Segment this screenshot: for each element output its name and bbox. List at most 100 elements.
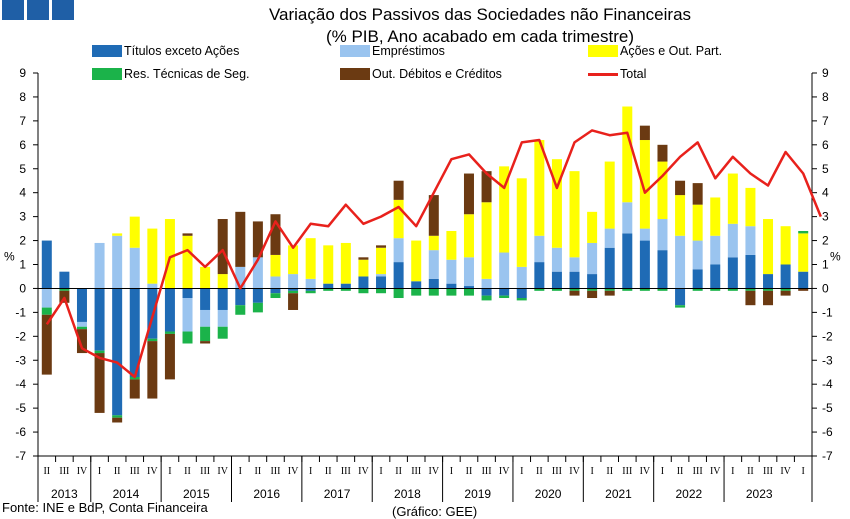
bar-segment-emprestimos (710, 235, 721, 265)
left-tick-label: 4 (19, 186, 26, 200)
legend-label-emprestimos: Empréstimos (372, 44, 445, 58)
total-line (45, 129, 822, 379)
left-tick-label: 0 (19, 281, 26, 295)
bar-segment-acoes (499, 166, 510, 253)
bar-segment-acoes (710, 197, 721, 236)
bar-segment-outros (252, 221, 263, 258)
year-label: 2023 (746, 487, 773, 501)
bar-segment-reservas (798, 230, 809, 234)
bar-segment-reservas (76, 326, 87, 330)
bar-segment-outros (147, 341, 158, 399)
quarter-label: II (325, 466, 332, 477)
bar-segment-titulos (798, 271, 809, 289)
logo-square-3 (52, 0, 74, 20)
bar-segment-titulos (745, 254, 756, 289)
bar-segment-titulos (551, 271, 562, 289)
bar-segment-emprestimos (200, 309, 211, 327)
logo-square-1 (2, 0, 24, 20)
bar-segment-outros (94, 353, 105, 413)
bar-segment-acoes (393, 199, 404, 239)
bar-segment-titulos (164, 288, 175, 332)
left-tick-label: -7 (15, 449, 26, 463)
bar-segment-emprestimos (94, 242, 105, 289)
bar-segment-acoes (657, 161, 668, 220)
bar-segment-emprestimos (639, 228, 650, 241)
bar-segment-acoes (340, 242, 351, 284)
bar-segment-titulos (305, 288, 316, 291)
bar-segment-reservas (376, 288, 387, 294)
bar-segment-emprestimos (270, 276, 281, 289)
quarter-label: III (59, 466, 69, 477)
left-tick-label: -3 (15, 353, 26, 367)
bar-segment-reservas (217, 326, 228, 339)
bar-segment-titulos (252, 288, 263, 303)
bar-segment-titulos (376, 276, 387, 289)
year-label: 2015 (183, 487, 210, 501)
bar-segment-reservas (393, 288, 404, 299)
year-label: 2017 (324, 487, 351, 501)
bar-segment-titulos (727, 257, 738, 289)
bar-segment-outros (587, 290, 598, 299)
bar-segment-emprestimos (675, 235, 686, 289)
right-tick-label: 6 (822, 138, 829, 152)
bar-segment-outros (76, 329, 87, 354)
bar-segment-reservas (657, 288, 668, 291)
bar-segment-reservas (147, 338, 158, 342)
bar-segment-emprestimos (657, 219, 668, 251)
quarter-label: IV (569, 466, 580, 477)
legend-swatch-emprestimos (340, 45, 370, 57)
bar-segment-reservas (59, 288, 70, 291)
bar-segment-acoes (200, 266, 211, 289)
bar-segment-emprestimos (481, 278, 492, 289)
quarter-label: IV (77, 466, 88, 477)
bar-segment-reservas (252, 302, 263, 313)
bar-segment-titulos (340, 283, 351, 289)
logo-square-2 (27, 0, 49, 20)
quarter-label: I (520, 466, 523, 477)
bar-segment-outros (270, 214, 281, 255)
bar-segment-emprestimos (569, 257, 580, 272)
chart-title: Variação dos Passivos das Sociedades não… (268, 5, 692, 24)
bar-segment-emprestimos (692, 240, 703, 270)
bar-segment-reservas (780, 288, 791, 291)
bar-segment-titulos (499, 288, 510, 296)
bar-segment-titulos (692, 269, 703, 289)
bar-segment-acoes (745, 187, 756, 227)
bar-segment-reservas (164, 331, 175, 334)
quarter-label: II (43, 466, 50, 477)
bar-segment-outros (780, 290, 791, 296)
bar-segment-reservas (499, 295, 510, 299)
bar-segment-emprestimos (551, 247, 562, 272)
bar-segment-titulos (763, 274, 774, 289)
right-tick-label: 0 (822, 281, 829, 295)
bar-segment-reservas (604, 288, 615, 291)
quarter-label: I (168, 466, 171, 477)
bar-segment-acoes (780, 226, 791, 265)
bar-segment-acoes (446, 230, 457, 260)
right-tick-label: -4 (822, 377, 833, 391)
quarter-label: III (763, 466, 773, 477)
bar-segment-emprestimos (393, 238, 404, 263)
quarter-label: IV (499, 466, 510, 477)
bar-segment-outros (639, 125, 650, 141)
quarter-label: III (341, 466, 351, 477)
year-label: 2016 (253, 487, 280, 501)
bar-segment-acoes (675, 195, 686, 236)
bar-segment-reservas (358, 288, 369, 294)
year-label: 2014 (113, 487, 140, 501)
bar-segment-titulos (534, 262, 545, 289)
quarter-label: I (731, 466, 734, 477)
right-tick-label: 1 (822, 258, 829, 272)
bar-segment-reservas (516, 298, 527, 301)
bar-segment-reservas (112, 415, 123, 418)
bar-segment-reservas (428, 288, 439, 296)
bar-segment-titulos (657, 250, 668, 289)
bar-segment-reservas (463, 288, 474, 296)
bar-segment-outros (481, 171, 492, 203)
bar-segment-reservas (727, 288, 738, 291)
bar-segment-outros (129, 379, 140, 399)
bar-segment-titulos (481, 288, 492, 296)
bar-segment-titulos (217, 288, 228, 310)
bar-segment-titulos (622, 233, 633, 289)
